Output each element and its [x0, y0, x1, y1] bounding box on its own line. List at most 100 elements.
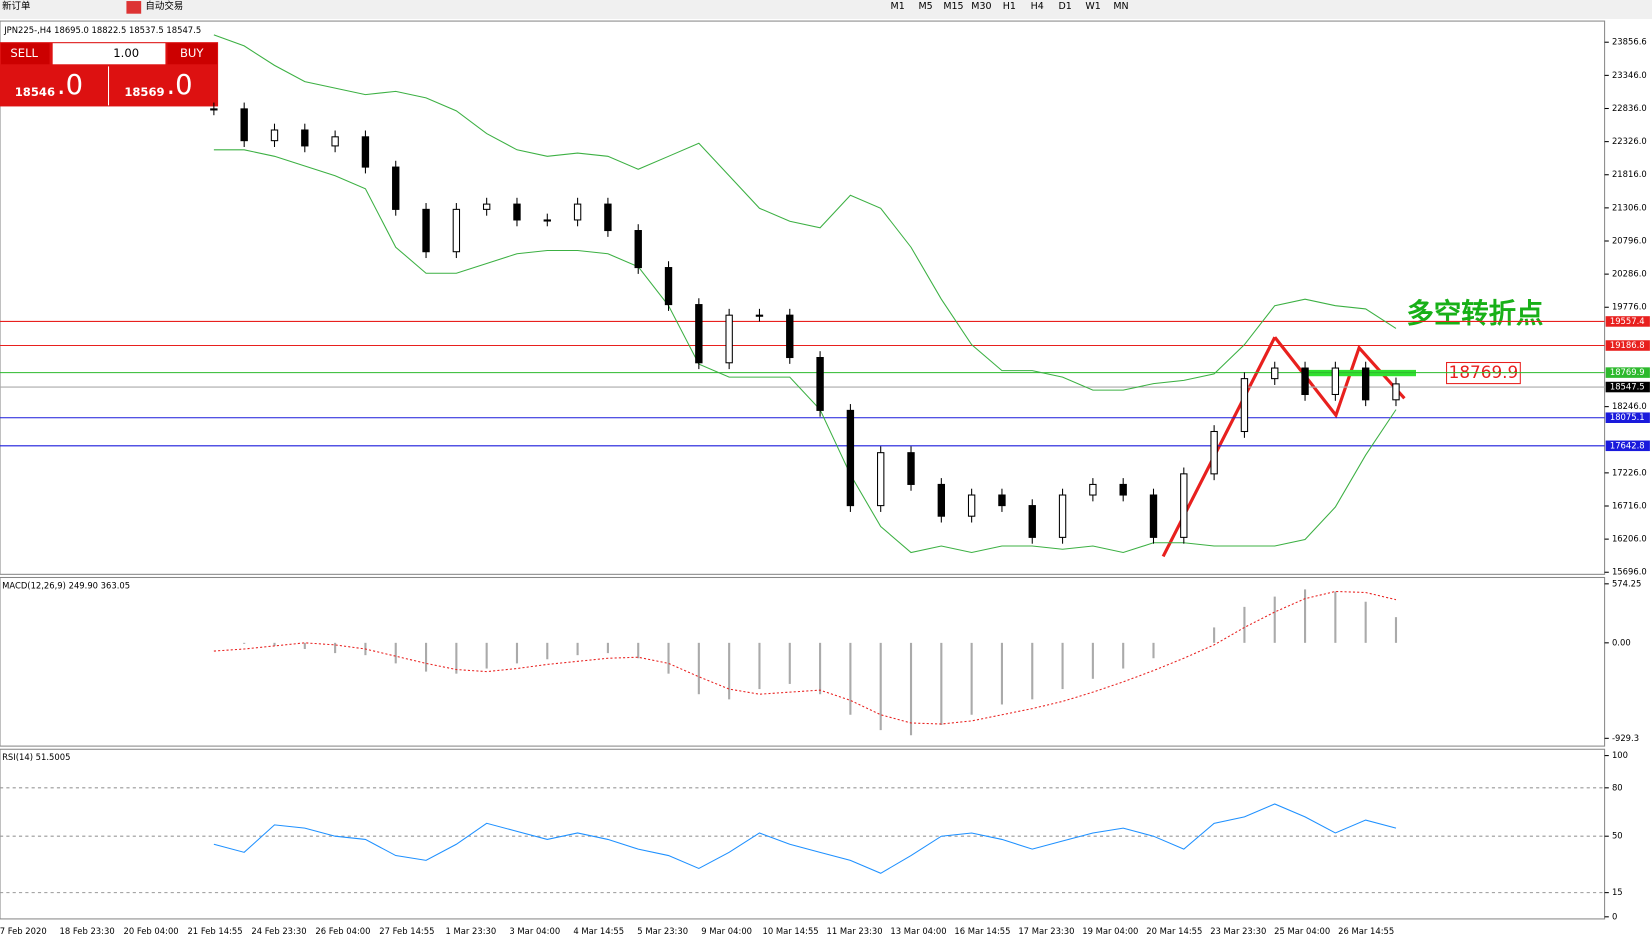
y-tick-label: 50	[1612, 831, 1623, 841]
candle	[513, 203, 521, 221]
volume[interactable]: 1.00	[113, 46, 139, 60]
toolbar-item[interactable]: 新订单	[2, 0, 30, 12]
candle	[270, 129, 279, 142]
icon	[126, 1, 142, 14]
toolbar	[0, 0, 1652, 19]
sell-price[interactable]: 18546	[15, 85, 55, 99]
y-tick-label: 20796.0	[1612, 235, 1647, 245]
x-tick-label: 11 Mar 23:30	[826, 926, 882, 936]
candle	[331, 136, 339, 147]
level-tag	[1605, 412, 1650, 423]
candle	[1271, 367, 1279, 380]
candle	[967, 494, 976, 517]
buy-label[interactable]: BUY	[180, 46, 204, 60]
timeframe[interactable]: H1	[1003, 1, 1016, 12]
candle	[301, 129, 309, 147]
y-tick-label: -929.3	[1612, 733, 1639, 743]
x-tick-label: 23 Mar 23:30	[1210, 926, 1266, 936]
rsi-label: RSI(14) 51.5005	[2, 752, 70, 762]
x-tick-label: 4 Mar 14:55	[573, 926, 624, 936]
y-tick-label: 21816.0	[1612, 169, 1647, 179]
x-tick-label: 17 Mar 23:30	[1018, 926, 1074, 936]
level-label: 18769.9	[1610, 367, 1645, 377]
candle	[1119, 483, 1127, 496]
trade-panel: SELL 1.00 BUY 18546 .0 18569 .0	[0, 42, 219, 107]
x-tick-label: 27 Feb 14:55	[379, 926, 434, 936]
candle	[1301, 367, 1309, 396]
timeframe[interactable]: W1	[1085, 1, 1100, 12]
candle	[543, 219, 551, 222]
y-tick-label: 0.00	[1612, 637, 1631, 647]
x-tick-label: 5 Mar 23:30	[637, 926, 688, 936]
x-tick-label: 19 Mar 04:00	[1082, 926, 1138, 936]
macd-pane	[0, 576, 1606, 747]
buy-price-small[interactable]: .0	[166, 70, 192, 101]
y-tick-label: 23346.0	[1612, 70, 1647, 80]
timeframe[interactable]: M1	[891, 1, 905, 12]
x-tick-label: 1 Mar 23:30	[445, 926, 496, 936]
candle	[422, 208, 430, 253]
candle	[998, 494, 1006, 507]
level-label: 17642.8	[1610, 440, 1645, 450]
x-tick-label: 10 Mar 14:55	[763, 926, 819, 936]
candle	[1240, 378, 1249, 433]
candle	[1058, 494, 1067, 538]
timeframe[interactable]: H4	[1031, 1, 1044, 12]
candle	[452, 208, 461, 253]
macd-signal	[213, 590, 1397, 725]
macd-label: MACD(12,26,9) 249.90 363.05	[2, 580, 130, 590]
x-tick-label: 13 Mar 04:00	[890, 926, 946, 936]
volume-input[interactable]	[52, 43, 166, 65]
x-tick-label: 25 Mar 04:00	[1274, 926, 1330, 936]
annotation: 多空转折点	[1407, 298, 1544, 330]
candle	[1180, 473, 1188, 538]
level-label: 19557.4	[1610, 316, 1645, 326]
candle	[907, 452, 915, 485]
candle	[482, 203, 491, 210]
level-tag	[1605, 381, 1650, 393]
x-tick-label: 21 Feb 14:55	[187, 926, 242, 936]
candle	[755, 314, 764, 317]
y-tick-label: 574.25	[1612, 578, 1641, 588]
candle	[392, 166, 400, 210]
candle	[846, 409, 855, 507]
x-tick-label: 9 Mar 04:00	[701, 926, 752, 936]
candle	[877, 452, 885, 507]
candle	[1392, 383, 1400, 401]
candle	[210, 108, 218, 111]
y-tick-label: 0	[1612, 911, 1617, 921]
main-pane	[0, 20, 1606, 575]
timeframe[interactable]: M15	[943, 1, 963, 12]
timeframe[interactable]: M5	[918, 1, 932, 12]
level-label: 18075.1	[1610, 412, 1645, 422]
toolbar-item[interactable]: 自动交易	[145, 0, 183, 12]
buy-price[interactable]: 18569	[124, 85, 164, 99]
candle	[573, 203, 582, 221]
candle	[816, 356, 824, 411]
rsi-pane	[0, 748, 1606, 920]
level-label: 18547.5	[1610, 382, 1645, 392]
x-tick-label: 26 Feb 04:00	[315, 926, 370, 936]
y-tick-label: 22326.0	[1612, 136, 1647, 146]
candle	[1331, 367, 1340, 396]
timeframe[interactable]: D1	[1058, 1, 1071, 12]
buy-button[interactable]	[167, 43, 218, 65]
candle	[1361, 367, 1370, 401]
timeframe[interactable]: MN	[1113, 1, 1128, 12]
candle	[1089, 483, 1097, 496]
sell-label[interactable]: SELL	[10, 46, 38, 60]
candle	[240, 108, 248, 142]
candle	[664, 267, 673, 306]
price-box-label: 18769.9	[1449, 362, 1519, 382]
sell-button[interactable]	[1, 43, 50, 65]
sell-price-small[interactable]: .0	[57, 70, 83, 101]
timeframe[interactable]: M30	[971, 1, 991, 12]
y-tick-label: 16206.0	[1612, 534, 1647, 544]
level-label: 19186.8	[1610, 340, 1645, 350]
y-tick-label: 23856.6	[1612, 37, 1647, 47]
y-tick-label: 21306.0	[1612, 202, 1647, 212]
x-tick-label: 26 Mar 14:55	[1338, 926, 1394, 936]
y-tick-label: 17226.0	[1612, 467, 1647, 477]
